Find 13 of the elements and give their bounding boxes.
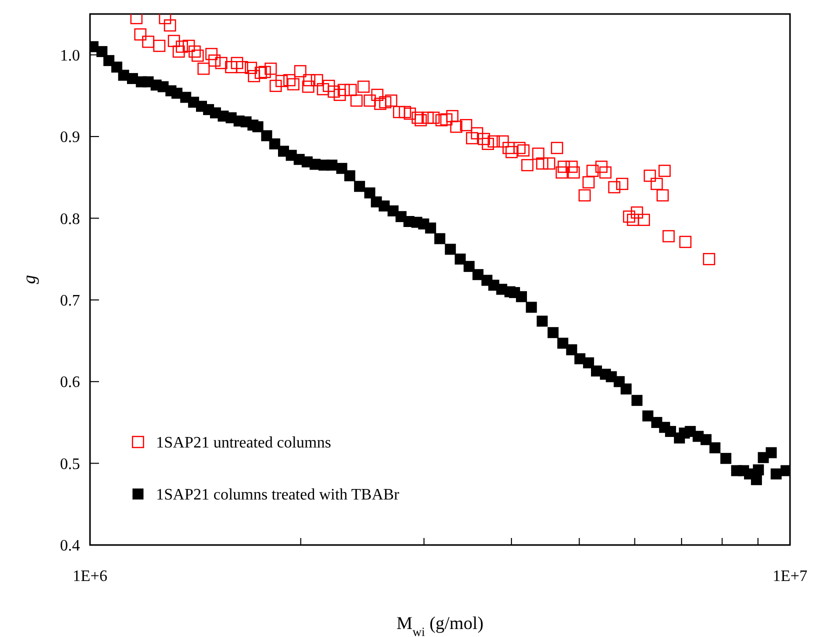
legend-label: 1SAP21 untreated columns [156,434,332,452]
y-axis-title: g [19,275,39,284]
y-tick-label: 0.8 [60,210,80,228]
x-tick-label: 1E+7 [772,568,808,585]
x-tick-label: 1E+6 [72,568,108,585]
y-tick-label: 0.4 [60,538,80,555]
y-tick-label: 0.5 [60,456,80,473]
y-tick-label: 1.0 [60,47,80,64]
y-tick-label: 0.6 [60,374,80,392]
y-tick-label: 0.7 [60,292,80,310]
y-tick-label: 0.9 [60,129,80,146]
x-axis-title: M$_{wi}$ (g/mol) [396,613,484,637]
legend-label: 1SAP21 columns treated with TBABr [156,486,400,504]
